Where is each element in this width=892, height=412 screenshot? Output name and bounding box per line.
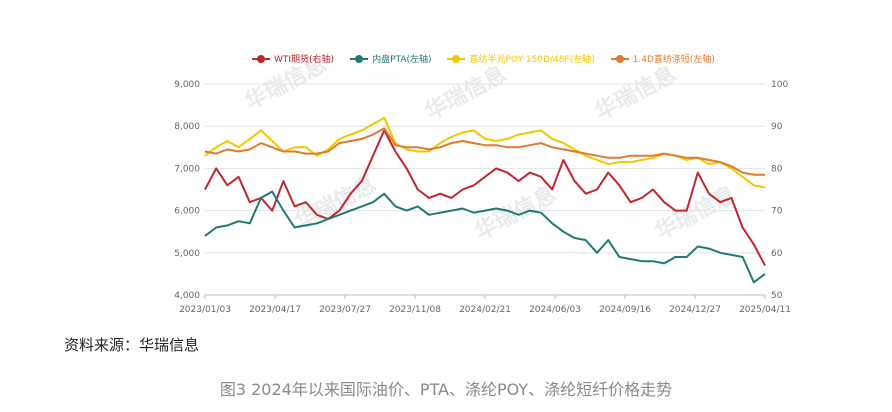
left-axis-tick-label: 7,000 [174,164,200,174]
x-axis-tick-label: 2024/06/03 [529,305,581,315]
x-axis-tick-label: 2023/07/27 [319,305,371,315]
legend-label: 直纺半光POY 150D/48F(左轴) [469,55,595,65]
x-axis-tick-label: 2024/02/21 [459,305,511,315]
left-axis-tick-label: 5,000 [174,249,200,259]
left-axis-tick-label: 6,000 [174,207,200,217]
legend-swatch [252,54,270,63]
x-axis-tick-label: 2025/04/11 [739,305,791,315]
left-axis-tick-label: 8,000 [174,122,200,132]
watermark-text: 华瑞信息 [421,61,511,125]
series-line [204,129,766,266]
x-axis-tick-label: 2024/12/27 [669,305,721,315]
legend-item: WTI期货(右轴) [252,52,334,65]
watermark-text: 华瑞信息 [651,181,741,245]
x-axis-tick-label: 2024/09/16 [599,305,651,315]
right-axis-tick-label: 100 [771,80,788,90]
right-axis-tick-label: 90 [771,122,783,132]
chart-container: 华瑞信息 华瑞信息 华瑞信息 华瑞信息 华瑞信息 华瑞信息 4,000 5,000 6,000 7… [174,51,791,315]
left-axis-tick-label: 9,000 [174,80,200,90]
right-axis-tick-label: 60 [771,249,783,259]
right-axis-tick-label: 50 [771,291,783,301]
figure-caption: 图3 2024年以来国际油价、PTA、涤纶POY、涤纶短纤价格走势 [219,380,673,399]
legend-swatch [610,54,629,63]
series-line [204,190,766,284]
legend-item: 内盘PTA(左轴) [350,52,431,65]
left-axis-tick-label: 4,000 [174,291,200,301]
legend-item: 直纺半光POY 150D/48F(左轴) [447,52,595,65]
legend-label: WTI期货(右轴) [274,55,335,65]
legend-label: 内盘PTA(左轴) [372,55,432,65]
right-axis-tick-label: 70 [771,207,783,217]
right-axis-tick-label: 80 [771,164,783,174]
series-line [204,127,765,176]
legend-swatch [447,54,466,63]
chart-legend: WTI期货(右轴) 内盘PTA(左轴) 直纺半光POY 150D/48F(左轴) 1.… [252,52,715,65]
watermark-text: 华瑞信息 [591,61,681,125]
legend-item: 1.4D直纺涤短(左轴) [610,52,715,65]
x-axis-tick-label: 2023/01/03 [179,305,231,315]
legend-label: 1.4D直纺涤短(左轴) [632,55,715,65]
legend-swatch [350,54,369,63]
x-axis-tick-label: 2023/11/08 [389,305,441,315]
source-note: 资料来源：华瑞信息 [64,336,200,354]
x-axis-tick-label: 2023/04/17 [249,305,301,315]
